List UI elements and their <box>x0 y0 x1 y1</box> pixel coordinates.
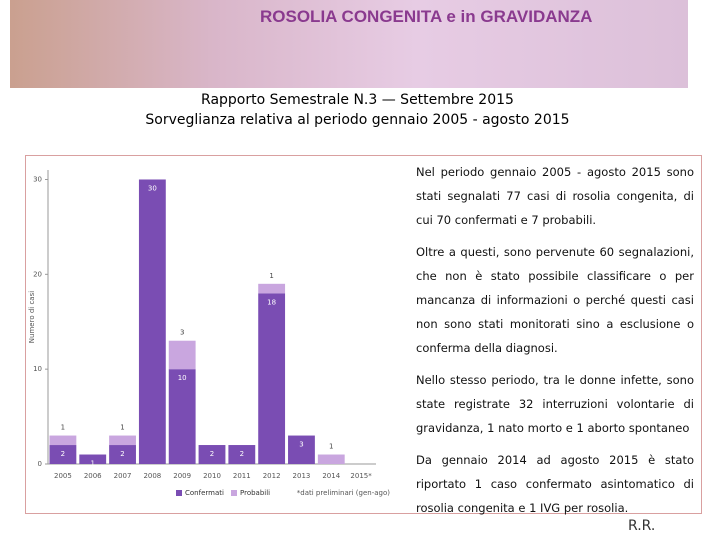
value-label: 2 <box>210 450 214 458</box>
text-column: Nel periodo gennaio 2005 - agosto 2015 s… <box>416 160 694 528</box>
value-label: 2 <box>120 450 124 458</box>
initials: R.R. <box>628 518 656 534</box>
paragraph: Nello stesso periodo, tra le donne infet… <box>416 373 694 435</box>
legend-label: Probabili <box>240 489 270 497</box>
bar-segment <box>109 435 136 446</box>
bar-segment <box>49 445 77 464</box>
subtitle: Rapporto Semestrale N.3 — Settembre 2015 <box>201 92 514 108</box>
bar-segment <box>79 454 107 464</box>
banner: ROSOLIA CONGENITA e in GRAVIDANZA <box>10 0 688 88</box>
content-box <box>25 155 702 514</box>
bar-segment <box>168 340 196 370</box>
bar-segment <box>317 454 345 464</box>
value-label: 10 <box>178 374 187 382</box>
bar-segment <box>109 445 136 464</box>
legend-label: Confermati <box>185 489 224 497</box>
y-tick-label: 10 <box>33 365 42 373</box>
bar-segment <box>198 445 226 464</box>
x-tick-label: 2008 <box>143 472 161 480</box>
value-label: 1 <box>269 272 273 280</box>
value-label: 3 <box>180 329 184 337</box>
x-tick-label: 2012 <box>263 472 281 480</box>
legend-swatch <box>231 490 237 496</box>
paragraph: Da gennaio 2014 ad agosto 2015 è stato r… <box>416 453 694 515</box>
x-tick-label: 2007 <box>114 472 132 480</box>
subtitle: Sorveglianza relativa al periodo gennaio… <box>145 112 570 128</box>
x-tick-label: 2010 <box>203 472 221 480</box>
x-tick-label: 2006 <box>84 472 102 480</box>
bar-segment <box>49 435 77 446</box>
value-label: 18 <box>267 298 276 306</box>
y-tick-label: 20 <box>33 270 42 278</box>
value-label: 1 <box>120 424 124 432</box>
x-tick-label: 2014 <box>322 472 340 480</box>
paragraph: Oltre a questi, sono pervenute 60 segnal… <box>416 245 694 355</box>
value-label: 1 <box>329 443 333 451</box>
chart-note: *dati preliminari (gen-ago) <box>297 489 391 497</box>
value-label: 1 <box>90 460 94 468</box>
banner-title: ROSOLIA CONGENITA e in GRAVIDANZA <box>260 7 593 26</box>
value-label: 3 <box>299 441 303 449</box>
legend-swatch <box>176 490 182 496</box>
value-label: 1 <box>61 424 65 432</box>
bar-segment <box>258 293 286 464</box>
y-tick-label: 30 <box>33 175 42 183</box>
bar-segment <box>138 179 166 464</box>
bar-segment <box>258 283 286 294</box>
x-tick-label: 2011 <box>233 472 251 480</box>
y-tick-label: 0 <box>38 460 42 468</box>
x-tick-label: 2005 <box>54 472 72 480</box>
value-label: 2 <box>61 450 65 458</box>
x-tick-label: 2015* <box>350 472 372 480</box>
bar-segment <box>228 445 256 464</box>
x-tick-label: 2013 <box>293 472 311 480</box>
value-label: 2 <box>240 450 244 458</box>
bar-segment <box>288 435 315 464</box>
paragraph: Nel periodo gennaio 2005 - agosto 2015 s… <box>416 165 694 227</box>
y-axis-label: Numero di casi <box>28 291 36 343</box>
x-tick-label: 2009 <box>173 472 191 480</box>
value-label: 30 <box>148 184 157 192</box>
bar-segment <box>168 369 196 464</box>
chart: 0 10 20 30 Numero di casi 2005 2 1 2006 1 2007 2 1 20… <box>28 170 391 497</box>
